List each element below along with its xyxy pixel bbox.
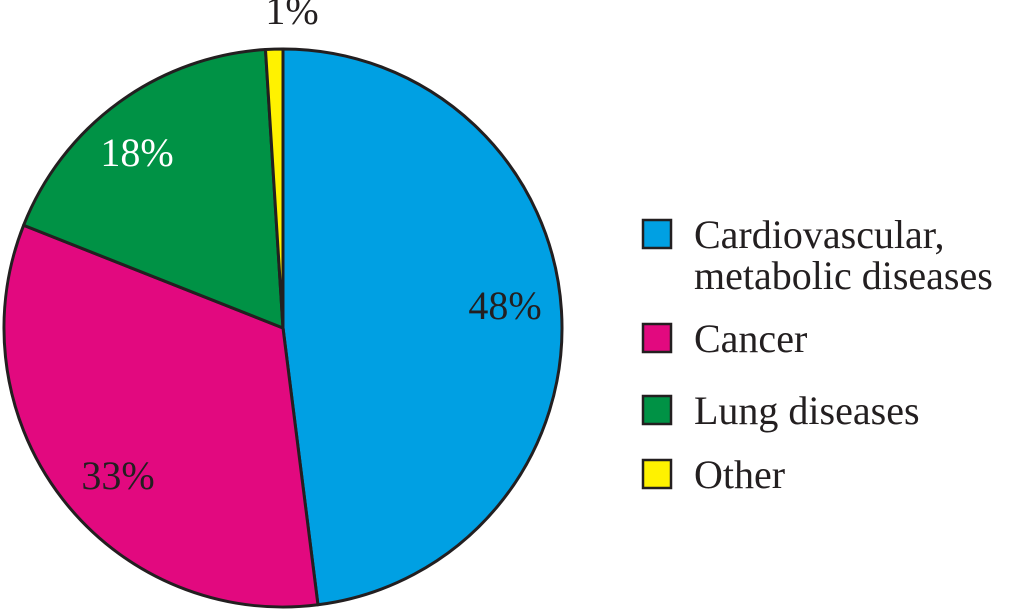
percentage-labels: 48% 33% 18% 1% (81, 0, 541, 498)
slice-value-label-other: 1% (265, 0, 318, 33)
pie-slices (2, 47, 564, 609)
legend-swatch-cancer (641, 322, 673, 354)
legend-label-lung-diseases: Lung diseases (694, 388, 920, 433)
legend-item-cancer: Cancer (641, 316, 807, 361)
pie-slice-cardiovascular-metabolic-diseases (281, 47, 564, 607)
legend-swatch-cardiovascular-metabolic-diseases (641, 218, 673, 250)
legend-label-cardiovascular-metabolic-diseases-line-2: metabolic diseases (694, 253, 993, 298)
legend-swatch-lung-diseases (641, 394, 673, 426)
legend-item-cardiovascular-metabolic-diseases: Cardiovascular,metabolic diseases (641, 212, 993, 298)
legend-swatch-other (641, 458, 673, 490)
legend-item-lung-diseases: Lung diseases (641, 388, 920, 433)
legend-item-other: Other (641, 452, 785, 497)
legend: Cardiovascular,metabolic diseases Cancer L… (641, 212, 993, 497)
pie-slice-cancer (2, 223, 320, 609)
slice-value-label-cancer: 33% (81, 453, 154, 498)
legend-label-other: Other (694, 452, 785, 497)
slice-value-label-cardiovascular-metabolic-diseases: 48% (468, 283, 541, 328)
pie-slice-lung-diseases (22, 48, 285, 330)
pie-slice-other (263, 47, 285, 330)
slice-value-label-lung-diseases: 18% (100, 130, 173, 175)
legend-label-cancer: Cancer (694, 316, 807, 361)
legend-label-cardiovascular-metabolic-diseases-line-1: Cardiovascular, (694, 212, 945, 257)
